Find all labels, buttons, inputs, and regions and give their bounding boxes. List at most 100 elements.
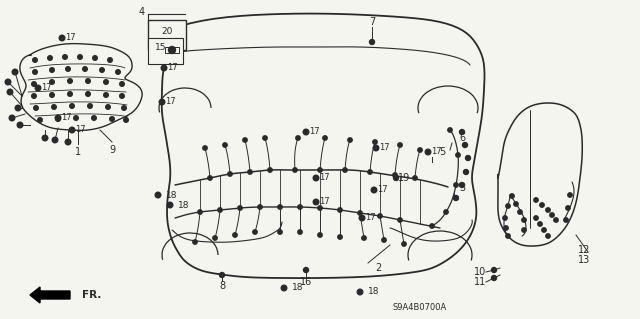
Circle shape — [52, 137, 58, 143]
Circle shape — [86, 92, 90, 96]
Circle shape — [120, 82, 124, 86]
Circle shape — [554, 218, 558, 222]
Text: 5: 5 — [439, 147, 445, 157]
Circle shape — [393, 173, 397, 177]
Circle shape — [93, 56, 97, 60]
Circle shape — [155, 192, 161, 198]
Text: 17: 17 — [319, 197, 330, 206]
Text: 10: 10 — [474, 267, 486, 277]
Circle shape — [504, 226, 508, 230]
Circle shape — [38, 118, 42, 122]
Circle shape — [122, 106, 126, 110]
FancyBboxPatch shape — [148, 38, 183, 64]
Circle shape — [348, 138, 352, 142]
Circle shape — [243, 138, 247, 142]
Text: 17: 17 — [377, 186, 387, 195]
Circle shape — [454, 196, 458, 201]
Text: 17: 17 — [379, 144, 389, 152]
Circle shape — [514, 202, 518, 206]
Circle shape — [298, 230, 302, 234]
Text: 20: 20 — [161, 27, 173, 36]
Circle shape — [510, 194, 514, 198]
Circle shape — [506, 234, 510, 238]
Circle shape — [55, 115, 61, 121]
Circle shape — [50, 80, 54, 84]
Circle shape — [88, 104, 92, 108]
Circle shape — [382, 238, 386, 242]
Circle shape — [65, 139, 71, 145]
Circle shape — [538, 222, 542, 226]
Circle shape — [42, 135, 48, 141]
Circle shape — [542, 228, 546, 232]
Circle shape — [32, 94, 36, 98]
Bar — [165, 47, 179, 53]
Circle shape — [463, 169, 468, 174]
Circle shape — [460, 130, 465, 135]
Circle shape — [463, 143, 467, 147]
Text: 7: 7 — [369, 17, 375, 27]
Text: 2: 2 — [375, 263, 381, 273]
Circle shape — [313, 175, 319, 181]
Circle shape — [402, 242, 406, 246]
Circle shape — [518, 210, 522, 214]
Circle shape — [318, 206, 322, 210]
Circle shape — [104, 80, 108, 84]
Circle shape — [9, 115, 15, 121]
Text: 17: 17 — [41, 84, 51, 93]
Circle shape — [68, 92, 72, 96]
Circle shape — [373, 145, 379, 151]
Text: 18: 18 — [166, 190, 177, 199]
Text: 18: 18 — [292, 284, 303, 293]
Circle shape — [86, 79, 90, 83]
Circle shape — [540, 203, 544, 207]
Text: 15: 15 — [155, 43, 166, 53]
Circle shape — [465, 155, 470, 160]
Circle shape — [15, 105, 20, 111]
Circle shape — [63, 55, 67, 59]
Circle shape — [503, 216, 507, 220]
Circle shape — [253, 230, 257, 234]
Circle shape — [456, 153, 460, 157]
Circle shape — [238, 206, 242, 210]
Circle shape — [372, 140, 377, 144]
Circle shape — [371, 187, 377, 193]
Circle shape — [5, 79, 11, 85]
Circle shape — [263, 136, 268, 140]
Circle shape — [318, 233, 322, 237]
Circle shape — [33, 58, 37, 62]
Circle shape — [338, 235, 342, 239]
Circle shape — [50, 93, 54, 97]
Circle shape — [50, 68, 54, 72]
Circle shape — [120, 94, 124, 98]
Circle shape — [430, 224, 434, 228]
Circle shape — [368, 170, 372, 174]
Circle shape — [343, 168, 347, 172]
Circle shape — [77, 55, 83, 59]
Circle shape — [161, 65, 167, 71]
Circle shape — [318, 168, 322, 172]
Text: 18: 18 — [178, 201, 189, 210]
Circle shape — [378, 214, 382, 218]
Circle shape — [492, 276, 497, 280]
Text: 16: 16 — [300, 277, 312, 287]
Circle shape — [106, 105, 110, 109]
Circle shape — [104, 93, 108, 97]
Circle shape — [394, 175, 399, 181]
Circle shape — [534, 198, 538, 202]
Circle shape — [568, 193, 572, 197]
Circle shape — [359, 215, 365, 221]
Circle shape — [124, 118, 128, 122]
Circle shape — [83, 67, 87, 71]
Circle shape — [12, 69, 18, 75]
Circle shape — [418, 148, 422, 152]
Circle shape — [32, 82, 36, 86]
Text: 17: 17 — [166, 63, 177, 72]
Text: 12: 12 — [578, 245, 590, 255]
Circle shape — [454, 183, 458, 187]
Circle shape — [48, 56, 52, 60]
Circle shape — [398, 218, 402, 222]
Text: 18: 18 — [368, 287, 380, 296]
Circle shape — [56, 117, 60, 121]
Circle shape — [369, 40, 374, 44]
Circle shape — [546, 234, 550, 238]
